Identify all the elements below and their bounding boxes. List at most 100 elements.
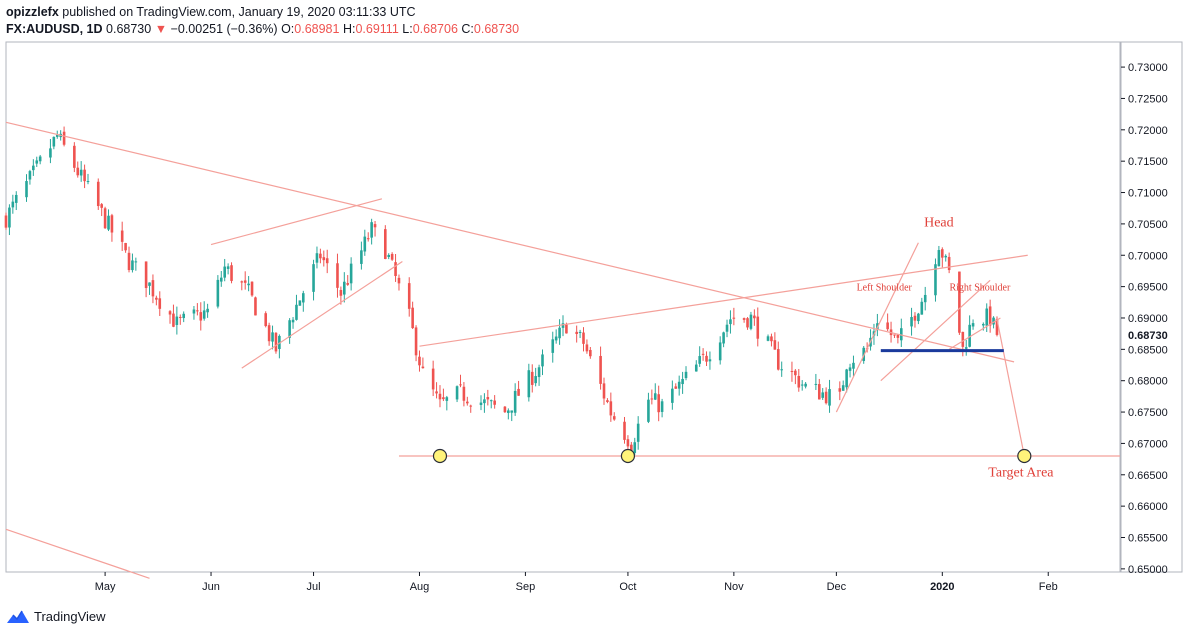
- candle-body: [38, 156, 42, 162]
- candle-body: [151, 280, 155, 297]
- candle-body: [554, 336, 558, 341]
- candle-body: [493, 400, 496, 405]
- x-tick-label: May: [95, 581, 116, 593]
- candle-body: [766, 336, 770, 341]
- candle-body: [893, 334, 896, 336]
- candle-body: [384, 229, 387, 259]
- candle-body: [606, 400, 609, 403]
- candle-body: [599, 355, 602, 384]
- candle-body: [900, 328, 903, 341]
- candle-body: [718, 342, 722, 361]
- candle-body: [421, 366, 425, 369]
- candle-body: [722, 332, 725, 344]
- candle-body: [800, 384, 804, 386]
- candle-body: [73, 145, 76, 168]
- x-tick-label: Dec: [827, 581, 847, 593]
- high-value: 0.69111: [355, 22, 399, 36]
- pattern-label: Head: [924, 215, 954, 230]
- open-label: O:: [281, 22, 295, 36]
- y-tick-label: 0.67000: [1128, 438, 1168, 450]
- ohlc-legend: FX:AUDUSD, 1D 0.68730 ▼ −0.00251 (−0.36%…: [6, 22, 519, 36]
- candle-body: [671, 388, 674, 403]
- candle-body: [578, 331, 582, 333]
- candle-body: [732, 317, 736, 319]
- candle-body: [83, 169, 86, 182]
- candle-body: [923, 294, 927, 303]
- target-marker: [432, 448, 448, 464]
- candle-body: [124, 242, 127, 251]
- pattern-label: Target Area: [988, 466, 1054, 481]
- candle-body: [438, 393, 442, 400]
- candle-body: [343, 281, 346, 295]
- candle-body: [315, 253, 319, 263]
- candle-body: [575, 331, 578, 334]
- y-tick-label: 0.66000: [1128, 501, 1168, 513]
- candle-body: [698, 356, 701, 364]
- candle-body: [896, 334, 900, 338]
- candle-body: [507, 410, 510, 413]
- candle-body: [363, 236, 367, 252]
- candle-body: [729, 319, 732, 325]
- publish-info: opizzlefx published on TradingView.com, …: [6, 5, 416, 19]
- tradingview-branding[interactable]: TradingView: [6, 608, 106, 624]
- last-price-label: 0.68730: [1128, 330, 1168, 342]
- candle-body: [985, 308, 989, 326]
- candle-body: [28, 171, 32, 180]
- candle-body: [79, 169, 83, 176]
- candle-body: [814, 383, 818, 385]
- change-arrow-icon: ▼: [154, 22, 168, 36]
- candle-body: [913, 315, 917, 321]
- high-label: H:: [342, 22, 356, 36]
- candle-body: [773, 340, 777, 350]
- candle-body: [445, 397, 449, 401]
- candle-body: [110, 215, 114, 233]
- candle-body: [175, 316, 179, 325]
- candle-body: [705, 355, 708, 362]
- candle-body: [848, 367, 852, 371]
- symbol-label[interactable]: FX:AUDUSD, 1D: [6, 22, 103, 36]
- author-name[interactable]: opizzlefx: [6, 5, 59, 19]
- candle-body: [127, 252, 131, 271]
- y-tick-label: 0.68000: [1128, 376, 1168, 388]
- candle-body: [626, 439, 630, 447]
- candle-body: [937, 250, 941, 267]
- x-tick-label: 2020: [930, 581, 954, 593]
- candle-body: [725, 324, 729, 332]
- candle-body: [982, 323, 985, 326]
- candle-body: [366, 238, 370, 240]
- candle-body: [776, 349, 780, 370]
- x-tick-label: Jun: [202, 581, 220, 593]
- candle-body: [513, 390, 517, 413]
- brand-name: TradingView: [34, 608, 106, 624]
- price-axis-frame: [1120, 41, 1183, 573]
- candle-body: [941, 249, 944, 258]
- candle-body: [804, 383, 807, 387]
- y-tick-label: 0.72500: [1128, 93, 1168, 105]
- candle-body: [336, 263, 339, 288]
- target-marker: [1017, 448, 1032, 464]
- candle-body: [96, 181, 100, 207]
- price-chart[interactable]: 0.73000 0.72500 0.72000 0.71500 0.71000 0.705…: [0, 0, 1188, 605]
- candle-body: [602, 383, 606, 399]
- trend-line: [241, 261, 403, 369]
- candle-body: [794, 370, 797, 376]
- candle-body: [992, 317, 995, 325]
- candle-body: [968, 324, 971, 347]
- candle-body: [62, 131, 66, 145]
- candle-body: [517, 388, 520, 396]
- trend-line: [210, 198, 383, 246]
- candle-body: [370, 222, 373, 238]
- candle-body: [223, 266, 226, 278]
- candle-body: [462, 386, 466, 401]
- publish-text: published on TradingView.com, January 19…: [58, 5, 416, 19]
- candle-body: [274, 332, 278, 352]
- candle-body: [565, 324, 568, 334]
- candle-body: [934, 264, 937, 296]
- candle-body: [397, 277, 401, 284]
- candle-body: [11, 201, 15, 208]
- low-value: 0.68706: [412, 22, 458, 36]
- candle-body: [278, 335, 281, 350]
- candle-body: [466, 401, 469, 404]
- candle-body: [298, 300, 302, 306]
- candle-body: [677, 381, 681, 389]
